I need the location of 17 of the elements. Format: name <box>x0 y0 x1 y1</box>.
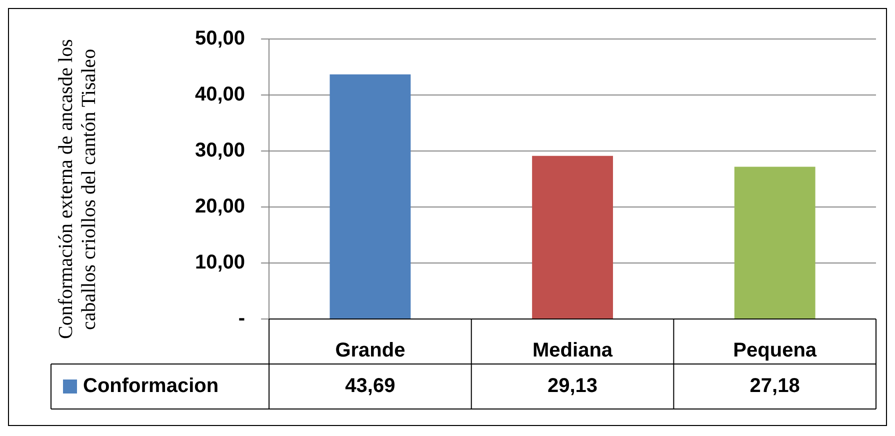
y-axis-title: Conformación externa de ancasde los caballos criollos del cantón Tisaleo <box>55 39 101 339</box>
y-tick-label: 10,00 <box>194 252 246 274</box>
y-tick-label: 20,00 <box>194 196 246 218</box>
legend-label: Conformacion <box>83 375 219 398</box>
y-tick-label: 50,00 <box>194 28 246 50</box>
x-tick-label: Pequena <box>733 340 818 362</box>
y-tick-label: 30,00 <box>194 140 246 162</box>
bar <box>532 156 613 318</box>
data-label: 43,69 <box>345 375 396 398</box>
y-tick-label: - <box>238 308 246 330</box>
data-label: 27,18 <box>750 375 800 398</box>
y-tick-label: 40,00 <box>194 84 246 106</box>
bar <box>734 166 816 318</box>
x-tick-label: Mediana <box>532 340 614 362</box>
x-tick-label: Grande <box>335 340 406 362</box>
bar <box>330 74 411 318</box>
data-label: 29,13 <box>547 375 598 398</box>
